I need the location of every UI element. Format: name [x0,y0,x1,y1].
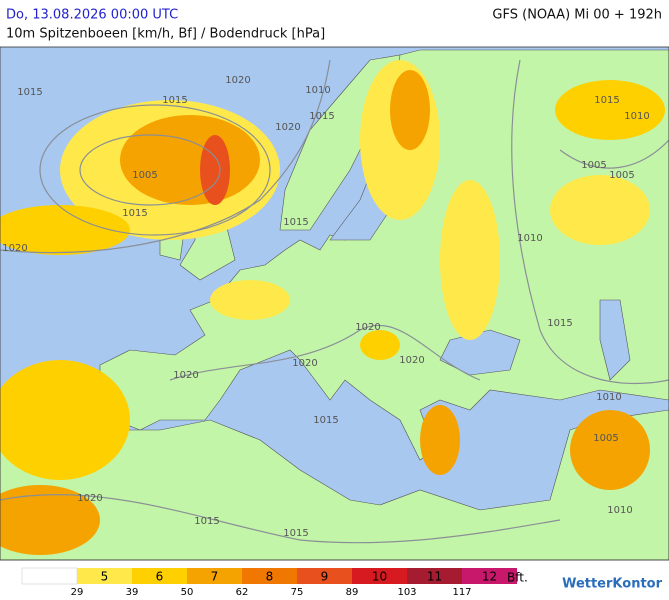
isobar-label: 1020 [292,358,317,369]
isobar-labels: 1015 1020 1010 1015 1020 1015 1005 1015 1020 1015… [2,75,649,539]
isobar-label: 1015 [122,208,147,219]
gust-area [0,485,100,555]
isobar-label: 1010 [305,85,330,96]
legend-kmh: 62 [236,587,249,598]
legend-kmh: 117 [452,587,471,598]
caspian-sea [599,299,631,381]
isobar-label: 1020 [2,243,27,254]
isobars [0,59,669,544]
black-sea [439,329,521,376]
isobar-label: 1005 [132,170,157,181]
gust-area [0,205,130,255]
gust-area [120,115,260,205]
legend-swatch [21,567,78,585]
isobar [39,104,271,236]
isobar-label: 1020 [399,355,424,366]
isobar [559,139,669,169]
legend-kmh: 29 [71,587,84,598]
isobar-label: 1020 [77,493,102,504]
legend-unit: Bft. [507,571,528,585]
legend-kmh: 103 [397,587,416,598]
legend-swatch [407,568,462,584]
legend-bft: 6 [156,570,164,584]
legend-kmh: 75 [291,587,304,598]
map-frame [0,46,669,561]
legend-swatch [77,568,132,584]
isobar-label: 1015 [162,95,187,106]
isobar-label: 1010 [517,233,542,244]
legend-kmh: 39 [126,587,139,598]
isobar-label: 1015 [283,528,308,539]
gust-areas [0,60,665,555]
legend-bft: 11 [427,570,442,584]
gust-area [0,360,130,480]
isobar-label: 1020 [355,322,380,333]
legend-bft: 7 [211,570,219,584]
legend-bft: 8 [266,570,274,584]
legend-swatch [242,568,297,584]
legend-swatch [187,568,242,584]
isobar-label: 1015 [594,95,619,106]
legend-bft: 12 [482,570,497,584]
legend-bft: 5 [101,570,109,584]
isobar [0,494,561,544]
logo: WetterKontor [562,577,663,592]
gust-area [555,80,665,140]
date-label: Do, 13.08.2026 00:00 UTC [6,8,178,23]
gust-area [420,405,460,475]
isobar-label: 1005 [609,170,634,181]
isobar-label: 1015 [283,217,308,228]
isobar-label: 1010 [624,111,649,122]
land-europe [99,49,669,461]
legend-swatch [297,568,352,584]
gust-area [360,330,400,360]
map [0,47,669,561]
isobar-label: 1015 [194,516,219,527]
isobar-label: 1020 [225,75,250,86]
isobar [169,324,481,381]
land-africa [0,409,669,561]
model-label: GFS (NOAA) Mi 00 + 192h [492,8,662,23]
isobar-label: 1010 [607,505,632,516]
legend-swatch [352,568,407,584]
legend-bft: 10 [372,570,387,584]
legend-bft: 9 [321,570,329,584]
legend-swatch [132,568,187,584]
isobar [0,59,331,254]
legend-kmh: 89 [346,587,359,598]
legend-kmh: 50 [181,587,194,598]
subtitle: 10m Spitzenboeen [km/h, Bf] / Bodendruck… [6,27,325,42]
gust-area [200,135,230,205]
gust-area [210,280,290,320]
isobar-label: 1020 [173,370,198,381]
isobar-label: 1015 [547,318,572,329]
isobar-label: 1020 [275,122,300,133]
isobar [79,134,221,206]
gust-area [550,175,650,245]
gust-area [570,410,650,490]
isobar-label: 1010 [596,392,621,403]
isobar-label: 1015 [17,87,42,98]
isobar-label: 1015 [313,415,338,426]
isobar [511,59,669,385]
isobar-label: 1005 [593,433,618,444]
gust-area [390,70,430,150]
gust-area [440,180,500,340]
isobar-label: 1015 [309,111,334,122]
legend-swatch [462,568,517,584]
isobar-label: 1005 [581,160,606,171]
